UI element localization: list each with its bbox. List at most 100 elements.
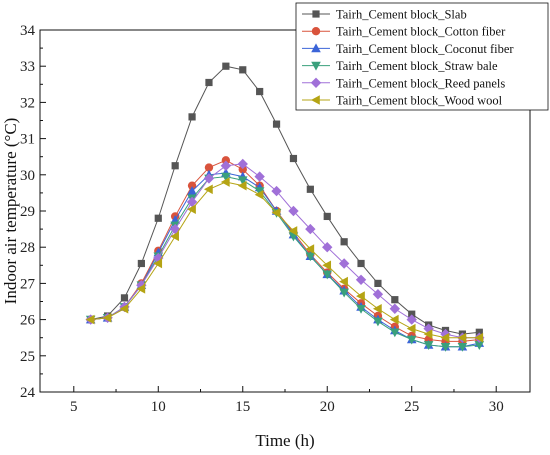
y-tick-label: 34 [20, 23, 36, 39]
data-point [406, 323, 416, 334]
y-tick-label: 27 [20, 276, 36, 292]
data-point [474, 341, 485, 350]
data-point [391, 296, 399, 304]
x-tick-label: 15 [235, 399, 250, 415]
series-3 [85, 172, 485, 352]
data-point [356, 291, 365, 301]
series-2 [85, 167, 485, 351]
data-point [340, 238, 348, 246]
legend-marker [311, 27, 321, 36]
data-point [136, 284, 146, 294]
series-line [90, 176, 480, 348]
data-point [271, 185, 282, 197]
legend-marker [311, 95, 320, 105]
data-point [271, 208, 281, 218]
legend-marker [312, 10, 320, 18]
data-point [339, 288, 349, 298]
data-point [390, 328, 400, 338]
y-tick-label: 32 [20, 95, 35, 111]
data-point [408, 310, 416, 318]
data-point [204, 163, 214, 172]
data-point [239, 66, 247, 74]
data-point [119, 303, 129, 314]
data-point [85, 314, 95, 325]
legend-marker [311, 43, 321, 53]
data-point [339, 276, 348, 287]
data-point [305, 252, 316, 262]
data-point [203, 173, 215, 184]
data-point [222, 62, 230, 70]
data-point [457, 342, 468, 352]
x-tick-label: 5 [70, 399, 78, 415]
data-point [237, 180, 247, 191]
data-point [357, 259, 365, 268]
data-point [238, 165, 247, 174]
data-point [389, 303, 401, 314]
legend-item: Tairh_Cement block_Wood wool [302, 94, 503, 108]
data-point [272, 120, 281, 128]
data-point [153, 258, 163, 269]
legend-item: Tairh_Cement block_Coconut fiber [302, 42, 514, 56]
data-point [474, 332, 484, 343]
data-point [305, 223, 316, 235]
data-point [205, 78, 213, 87]
data-point [372, 303, 382, 314]
data-point [220, 177, 230, 187]
data-point [187, 181, 197, 190]
data-point [221, 156, 231, 165]
data-point [355, 274, 367, 285]
data-point [187, 204, 196, 214]
data-point [237, 176, 248, 186]
data-point [254, 187, 265, 197]
series-line [90, 163, 480, 339]
data-point [254, 171, 265, 182]
series-layer [85, 62, 485, 352]
y-tick-label: 33 [20, 59, 35, 75]
data-point [237, 158, 248, 170]
x-axis-title: Time (h) [255, 431, 314, 450]
data-point [289, 154, 298, 163]
legend-label: Tairh_Cement block_Cotton fiber [336, 25, 506, 39]
data-point [406, 314, 417, 325]
data-point [322, 242, 333, 253]
legend-label: Tairh_Cement block_Reed panels [336, 76, 505, 90]
data-point [322, 270, 333, 280]
data-point [406, 335, 417, 345]
data-point [338, 258, 350, 269]
data-point [188, 113, 196, 121]
legend-item: Tairh_Cement block_Reed panels [302, 76, 505, 90]
legend-label: Tairh_Cement block_Slab [336, 8, 467, 22]
data-point [356, 304, 366, 314]
y-axis-title: Indoor air temperature (°C) [1, 118, 20, 305]
data-point [288, 226, 298, 236]
y-tick-label: 25 [20, 349, 35, 365]
legend-label: Tairh_Cement block_Straw bale [336, 59, 498, 73]
legend: Tairh_Cement block_Slab Tairh_Cement bloc… [295, 2, 549, 111]
legend-item: Tairh_Cement block_Cotton fiber [302, 25, 506, 39]
y-tick-label: 24 [20, 385, 36, 401]
legend-item: Tairh_Cement block_Straw bale [302, 59, 498, 73]
data-point [372, 289, 384, 300]
data-point [440, 342, 451, 352]
data-point [423, 329, 433, 339]
axis-ticks [40, 29, 497, 393]
y-tick-label: 26 [20, 313, 36, 329]
data-point [475, 328, 483, 336]
series-line [90, 159, 480, 342]
series-line [90, 181, 480, 339]
data-point [120, 294, 129, 302]
data-point [440, 332, 450, 343]
tick-labels: 5 10 15 20 25 30 24 25 26 27 28 29 30 31 32 33 34 [20, 23, 504, 415]
series-4 [85, 158, 485, 343]
legend-marker [310, 77, 322, 88]
data-point [374, 279, 382, 287]
data-point [373, 317, 383, 327]
data-point [457, 332, 467, 343]
x-tick-label: 30 [489, 399, 504, 415]
legend-item: Tairh_Cement block_Slab [302, 8, 467, 22]
data-point [288, 205, 299, 217]
y-tick-label: 30 [20, 168, 35, 184]
data-point [203, 184, 213, 195]
data-point [423, 341, 434, 350]
